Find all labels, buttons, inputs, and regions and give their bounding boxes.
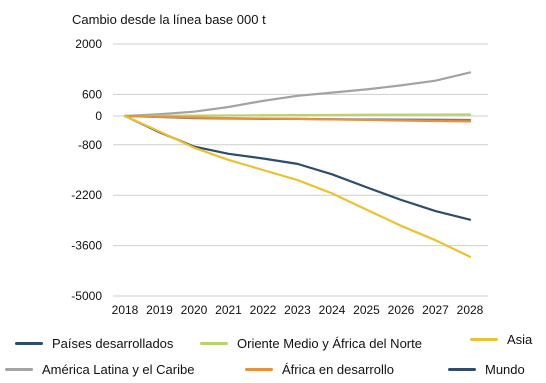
y-tick-label: 2000 (75, 37, 102, 51)
y-tick-label: 600 (82, 87, 102, 101)
series-line-asia (123, 114, 472, 258)
x-tick-label: 2028 (457, 303, 484, 317)
x-tick-label: 2019 (146, 303, 173, 317)
legend-label: Mundo (485, 362, 525, 377)
legend-swatch (448, 368, 476, 371)
legend-swatch (245, 368, 273, 371)
legend-item-africa-en-desarrollo: África en desarrollo (245, 362, 394, 377)
series-line-países-desarrollados (123, 114, 472, 221)
x-tick-label: 2022 (250, 303, 277, 317)
y-tick-label: -2200 (71, 188, 102, 202)
legend: Países desarrollados Oriente Medio y Áfr… (0, 330, 546, 383)
x-tick-label: 2018 (112, 303, 139, 317)
x-tick-label: 2026 (388, 303, 415, 317)
legend-label: África en desarrollo (282, 362, 394, 377)
x-tick-label: 2020 (181, 303, 208, 317)
y-tick-label: -5000 (71, 289, 102, 303)
series-line-américa-latina-y-el-caribe (123, 71, 472, 118)
legend-label: Países desarrollados (52, 336, 174, 351)
legend-swatch (5, 368, 33, 371)
legend-swatch (15, 342, 43, 345)
x-tick-label: 2024 (319, 303, 346, 317)
legend-item-oriente-medio: Oriente Medio y África del Norte (200, 336, 422, 351)
line-chart: 2000 600 0 -800 -2200 -3600 -5000 2018 2019 2020 2… (71, 37, 488, 317)
y-tick-label: -3600 (71, 239, 102, 253)
x-tick-label: 2023 (284, 303, 311, 317)
series-line-áfrica-en-desarrollo (123, 114, 472, 123)
y-tick-label: 0 (95, 109, 102, 123)
x-tick-label: 2021 (215, 303, 242, 317)
legend-item-paises-desarrollados: Países desarrollados (15, 336, 173, 351)
legend-label: Asia (507, 332, 533, 347)
series-line-oriente-medio-y-áfrica-del-norte (123, 113, 472, 118)
y-axis-title: Cambio desde la línea base 000 t (72, 12, 266, 27)
legend-item-america-latina: América Latina y el Caribe (5, 362, 194, 377)
legend-label: América Latina y el Caribe (42, 362, 195, 377)
x-tick-label: 2027 (422, 303, 449, 317)
y-tick-label: -800 (78, 138, 102, 152)
legend-label: Oriente Medio y África del Norte (237, 336, 422, 351)
x-tick-label: 2025 (353, 303, 380, 317)
legend-item-mundo: Mundo (448, 362, 525, 377)
legend-item-asia: Asia (470, 332, 532, 347)
legend-swatch (470, 338, 498, 341)
legend-swatch (200, 342, 228, 345)
